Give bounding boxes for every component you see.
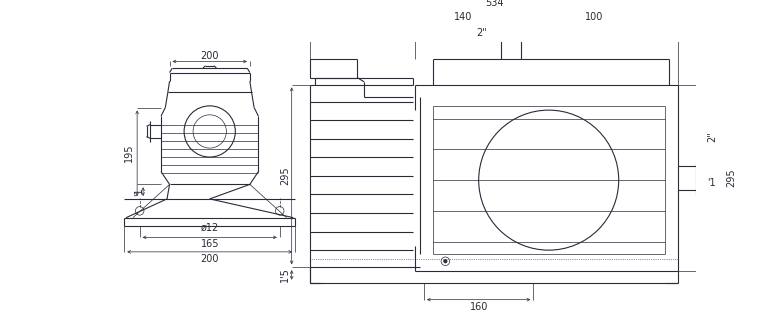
Text: 200: 200 — [200, 51, 219, 61]
Text: 1'5: 1'5 — [280, 268, 290, 282]
Text: ø12: ø12 — [201, 223, 219, 233]
Text: '1: '1 — [134, 187, 144, 196]
Text: 2": 2" — [477, 28, 487, 38]
Text: 295: 295 — [280, 166, 290, 185]
Text: 140: 140 — [454, 12, 473, 22]
Text: 200: 200 — [200, 254, 219, 264]
Text: 2": 2" — [707, 131, 717, 142]
Text: 195: 195 — [125, 144, 135, 162]
Text: 165: 165 — [200, 239, 219, 249]
Text: 100: 100 — [585, 12, 604, 22]
Text: 295: 295 — [726, 169, 736, 187]
Text: '1: '1 — [708, 178, 716, 188]
Circle shape — [444, 260, 447, 263]
Text: 160: 160 — [470, 302, 488, 312]
Text: 534: 534 — [485, 0, 504, 8]
